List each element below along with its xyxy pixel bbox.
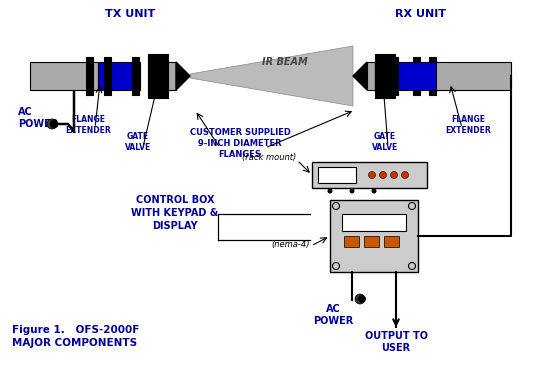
Circle shape — [409, 263, 415, 269]
Text: GATE
VALVE: GATE VALVE — [125, 132, 151, 152]
Circle shape — [47, 119, 57, 129]
Bar — [436, 62, 511, 90]
Text: MAJOR COMPONENTS: MAJOR COMPONENTS — [12, 338, 137, 348]
Text: OUTPUT TO
USER: OUTPUT TO USER — [364, 331, 427, 353]
Bar — [148, 57, 155, 95]
Bar — [342, 214, 406, 231]
Circle shape — [368, 171, 375, 178]
Circle shape — [327, 188, 332, 194]
Text: TX UNIT: TX UNIT — [105, 9, 155, 19]
Circle shape — [332, 263, 340, 269]
Bar — [429, 57, 436, 95]
Bar — [318, 167, 356, 183]
Circle shape — [349, 188, 354, 194]
Bar — [104, 57, 111, 95]
Text: Figure 1.   OFS-2000F: Figure 1. OFS-2000F — [12, 325, 139, 335]
Circle shape — [332, 203, 340, 210]
Polygon shape — [190, 46, 353, 106]
Circle shape — [379, 171, 387, 178]
Text: RX UNIT: RX UNIT — [394, 9, 446, 19]
Text: IR BEAM: IR BEAM — [262, 57, 308, 67]
Bar — [384, 236, 399, 247]
Text: (rack mount): (rack mount) — [242, 152, 296, 161]
Bar — [375, 54, 395, 98]
Bar — [344, 236, 359, 247]
Bar — [391, 57, 398, 95]
Text: FLANGE
EXTENDER: FLANGE EXTENDER — [445, 115, 491, 135]
Text: CONTROL BOX
WITH KEYPAD &
DISPLAY: CONTROL BOX WITH KEYPAD & DISPLAY — [132, 195, 218, 231]
Bar — [413, 57, 420, 95]
Text: GATE
VALVE: GATE VALVE — [372, 132, 398, 152]
Text: FLANGE
EXTENDER: FLANGE EXTENDER — [65, 115, 111, 135]
Bar — [148, 54, 168, 98]
Circle shape — [355, 294, 365, 304]
Bar — [330, 200, 418, 272]
Circle shape — [401, 171, 409, 178]
Bar — [364, 236, 379, 247]
Text: CUSTOMER SUPPLIED
9-INCH DIAMETER
FLANGES: CUSTOMER SUPPLIED 9-INCH DIAMETER FLANGE… — [190, 128, 290, 159]
Polygon shape — [353, 62, 367, 90]
Circle shape — [390, 171, 398, 178]
Circle shape — [409, 203, 415, 210]
Circle shape — [358, 295, 366, 302]
Bar — [168, 62, 176, 90]
Bar — [398, 62, 440, 90]
Bar — [30, 62, 98, 90]
Polygon shape — [176, 62, 190, 90]
Bar — [312, 162, 427, 188]
Bar — [98, 62, 140, 90]
Circle shape — [50, 120, 58, 128]
Bar — [375, 57, 382, 95]
Text: (nema-4): (nema-4) — [272, 240, 310, 249]
Bar — [86, 57, 93, 95]
Text: AC
POWER: AC POWER — [18, 107, 58, 129]
Circle shape — [372, 188, 377, 194]
Bar — [132, 57, 139, 95]
Text: AC
POWER: AC POWER — [313, 304, 353, 326]
Bar — [367, 62, 375, 90]
